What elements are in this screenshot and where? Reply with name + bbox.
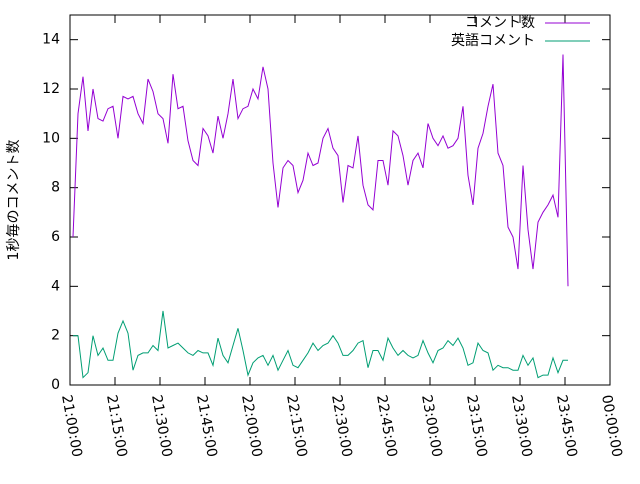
y-tick-label: 14 xyxy=(42,32,60,48)
x-tick-label: 22:00:00 xyxy=(238,394,265,459)
x-tick-label: 21:15:00 xyxy=(103,394,130,459)
y-tick-label: 10 xyxy=(42,130,60,146)
x-tick-label: 22:30:00 xyxy=(328,394,355,459)
x-tick-label: 23:45:00 xyxy=(553,394,580,459)
x-tick-label: 22:45:00 xyxy=(373,394,400,459)
x-tick-label: 21:30:00 xyxy=(148,394,175,459)
y-tick-label: 2 xyxy=(51,328,60,344)
x-tick-label: 23:30:00 xyxy=(508,394,535,459)
legend-label: コメント数 xyxy=(465,15,535,31)
data-line xyxy=(73,310,568,379)
y-axis-label: 1秒毎のコメント数 xyxy=(6,140,22,261)
x-tick-label: 00:00:00 xyxy=(598,394,625,459)
x-tick-label: 22:15:00 xyxy=(283,394,310,459)
x-tick-label: 21:45:00 xyxy=(193,394,220,459)
data-line xyxy=(72,54,569,287)
plot-border xyxy=(69,14,611,386)
x-tick-label: 21:00:00 xyxy=(58,394,85,459)
y-tick-label: 4 xyxy=(51,278,60,294)
x-tick-label: 23:15:00 xyxy=(463,394,490,459)
y-tick-label: 12 xyxy=(42,81,60,97)
y-tick-label: 6 xyxy=(51,229,60,245)
y-tick-label: 8 xyxy=(51,180,60,196)
x-tick-label: 23:00:00 xyxy=(418,394,445,459)
y-tick-label: 0 xyxy=(51,377,60,393)
legend-label: 英語コメント xyxy=(451,32,535,49)
